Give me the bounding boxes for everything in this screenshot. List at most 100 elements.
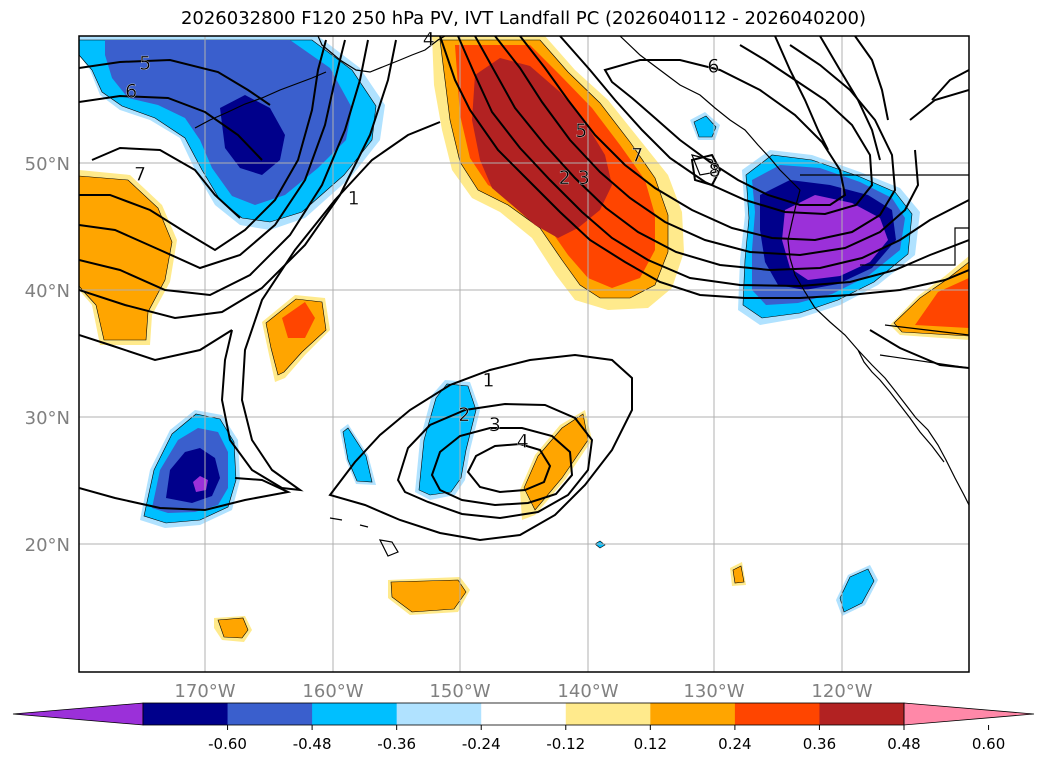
colorbar-tick-label: -0.48 <box>293 735 332 753</box>
contour-label: 1 <box>348 188 360 210</box>
colorbar-segment <box>819 703 905 725</box>
colorbar-segment <box>734 703 820 725</box>
positive-anomaly-south-core <box>390 579 467 613</box>
contour-west-b <box>79 39 346 270</box>
figure-title: 2026032800 F120 250 hPa PV, IVT Landfall… <box>180 8 867 29</box>
colorbar-segment <box>143 703 229 725</box>
lat-label-20n: 20°N <box>25 535 70 556</box>
colorbar-tick-label: 0.12 <box>634 735 667 753</box>
lon-label-140w: 140°W <box>557 681 618 702</box>
positive-anomaly-tiny-core <box>732 565 745 584</box>
contour-label: 7 <box>134 163 146 185</box>
contour-gulf-2 <box>457 36 969 288</box>
mexico-border <box>884 324 969 336</box>
colorbar-segment <box>565 703 651 725</box>
contour-label: 1 <box>482 369 494 391</box>
negative-anomaly-southeast-sky <box>839 568 875 613</box>
contour-label: 7 <box>631 144 643 166</box>
contour-label: 6 <box>707 55 719 77</box>
contour-2-cyclone <box>396 402 594 520</box>
colorbar-tick-label: 0.60 <box>972 735 1005 753</box>
contour-label: 4 <box>517 430 529 452</box>
positive-anomaly-southwest-core <box>217 617 249 639</box>
contour-6-nw <box>79 94 263 161</box>
negative-anomaly-bering-navy <box>220 95 285 175</box>
contour-east-f <box>869 329 969 369</box>
canada-bc-coast <box>619 36 801 191</box>
colorbar-tick-label: 0.36 <box>803 735 836 753</box>
contour-west-a <box>79 39 327 252</box>
contour-label: 8 <box>709 160 721 182</box>
contour-1-loop <box>220 121 441 492</box>
hawaii-island-3 <box>329 517 343 521</box>
lon-label-170w: 170°W <box>174 681 235 702</box>
colorbar-extend-min <box>12 702 144 726</box>
lat-label-40n: 40°N <box>25 281 70 302</box>
colorbar-tick-label: -0.36 <box>377 735 416 753</box>
contour-east-a <box>774 36 829 151</box>
contour-3-cyclone <box>430 427 574 507</box>
colorbar-tick-label: -0.60 <box>208 735 247 753</box>
contour-gulf-4 <box>494 36 920 257</box>
contour-1-cyclone <box>328 353 633 542</box>
contour-label: 3 <box>578 167 590 189</box>
lat-label-50n: 50°N <box>25 154 70 175</box>
us-west-coast <box>787 189 969 506</box>
colorbar-segment <box>312 703 398 725</box>
contour-west-e <box>79 329 233 362</box>
lon-label-160w: 160°W <box>302 681 363 702</box>
contour-5-nw <box>79 58 271 106</box>
alaska-coast <box>317 36 446 73</box>
lat-labels: 20°N 30°N 40°N 50°N <box>25 154 70 556</box>
colorbar-extend-max <box>903 702 1035 726</box>
lon-label-130w: 130°W <box>683 681 744 702</box>
colorbar-segment <box>396 703 482 725</box>
contour-7-nw <box>91 146 241 219</box>
contour-label: 5 <box>575 120 587 142</box>
contour-east-c <box>854 36 889 121</box>
colorbar-tick-label: 0.48 <box>887 735 920 753</box>
contour-label: 5 <box>139 53 151 75</box>
colorbar-frame <box>142 702 905 726</box>
pv-contours <box>79 36 969 542</box>
contour-label: 6 <box>125 81 137 103</box>
lon-label-150w: 150°W <box>429 681 490 702</box>
contour-east-e <box>909 89 969 121</box>
lon-label-120w: 120°W <box>811 681 872 702</box>
positive-anomaly-central-max <box>282 302 315 338</box>
colorbar-tick-label: -0.24 <box>462 735 501 753</box>
contour-gulf-7 <box>603 59 847 206</box>
contour-southwest <box>79 477 292 512</box>
contour-east-d <box>931 69 969 101</box>
contour-gulf-5 <box>519 36 897 242</box>
contour-label: 3 <box>489 414 501 436</box>
colorbar-segment <box>481 703 567 725</box>
contour-8-east <box>690 153 722 187</box>
lat-label-30n: 30°N <box>25 408 70 429</box>
colorbar-tick-label: -0.12 <box>546 735 585 753</box>
contour-gulf-6 <box>559 36 874 216</box>
colorbar: -0.60 -0.48 -0.36 -0.24 -0.12 0.12 0.24 0.36 0.4… <box>12 702 1035 753</box>
hawaii-island-1 <box>378 539 399 557</box>
contour-west-c <box>79 39 369 297</box>
colorbar-segment <box>227 703 313 725</box>
aleutian-chain <box>194 71 327 129</box>
contour-east-b <box>819 36 881 161</box>
contour-label: 4 <box>423 29 435 51</box>
colorbar-segment <box>650 703 736 725</box>
positive-anomaly-gulf-alaska-max <box>472 58 612 238</box>
contour-gulf-1 <box>439 36 969 299</box>
contour-label: 2 <box>458 404 470 426</box>
negative-anomaly-hawaii-west-purple <box>193 476 208 492</box>
negative-anomaly-small-sky <box>342 427 373 483</box>
map-frame <box>78 35 970 673</box>
gridlines <box>79 36 969 672</box>
lon-labels: 170°W 160°W 150°W 140°W 130°W 120°W <box>174 681 872 702</box>
hawaii-island-2 <box>359 524 369 528</box>
contour-gulf-3 <box>474 36 969 272</box>
contour-label: 2 <box>559 167 571 189</box>
baja-peninsula <box>857 349 945 463</box>
